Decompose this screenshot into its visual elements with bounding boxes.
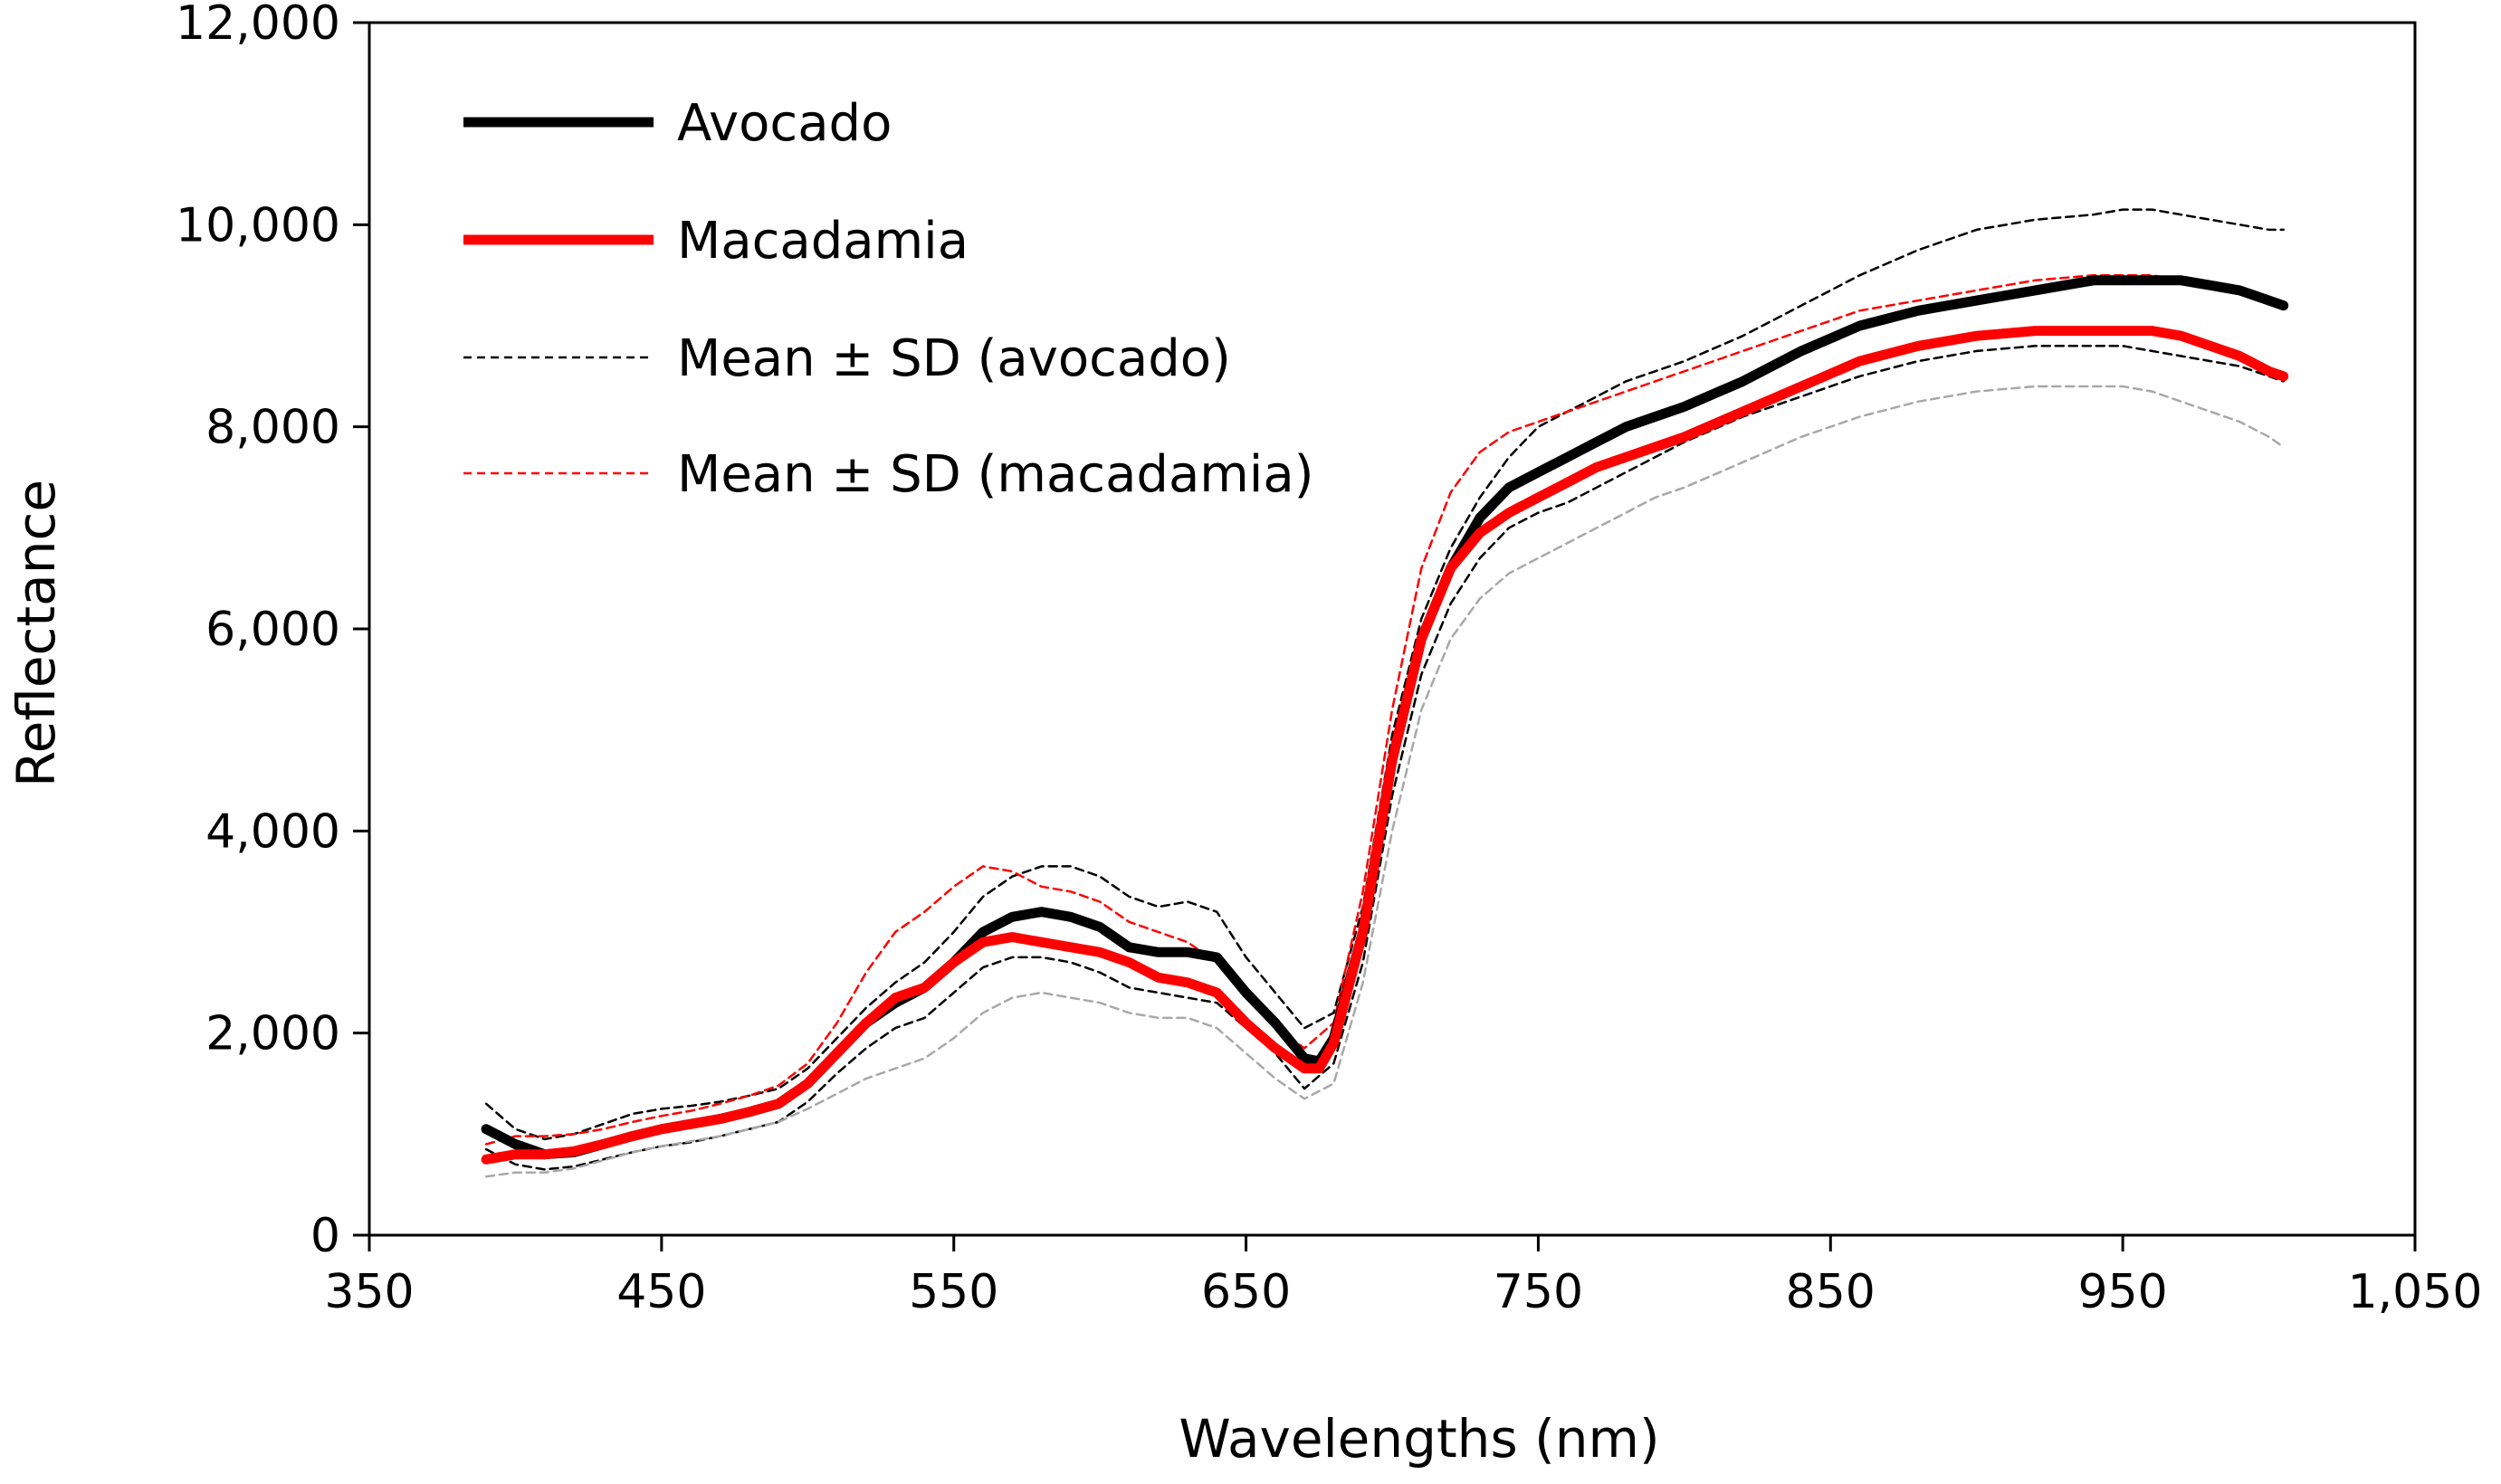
series-line-avocado xyxy=(481,275,2289,1160)
series-line-macadamia xyxy=(481,326,2289,1165)
x-tick-label: 650 xyxy=(1201,1265,1291,1319)
y-tick-label: 10,000 xyxy=(176,198,340,252)
y-tick-label: 0 xyxy=(310,1209,340,1263)
series-layer xyxy=(481,208,2289,1178)
x-axis-title: Wavelengths (nm) xyxy=(1179,1408,1659,1470)
x-tick-label: 450 xyxy=(616,1265,706,1319)
y-tick-label: 12,000 xyxy=(176,0,340,51)
legend-label-macadamia: Macadamia xyxy=(677,212,969,271)
series-line-macadamia-upper xyxy=(484,273,2285,1146)
y-tick-label: 6,000 xyxy=(205,603,340,657)
x-tick-label: 350 xyxy=(324,1265,414,1319)
series-line-macadamia-lower xyxy=(484,385,2285,1178)
legend-label-avocado: Avocado xyxy=(677,94,892,153)
x-tick-label: 850 xyxy=(1786,1265,1876,1319)
x-tick-label: 950 xyxy=(2078,1265,2168,1319)
plot-frame xyxy=(368,21,2417,1237)
y-tick-label: 8,000 xyxy=(205,401,340,455)
x-tick-label: 750 xyxy=(1494,1265,1583,1319)
x-tick-label: 550 xyxy=(909,1265,998,1319)
x-tick-label: 1,050 xyxy=(2348,1265,2483,1319)
legend: Avocado Macadamia Mean ± SD (avocado) Mean … xyxy=(463,94,1314,504)
y-axis: 0 2,000 4,000 6,000 8,000 10,000 12,000 xyxy=(176,0,369,1263)
legend-label-avocado-upper: Mean ± SD (avocado) xyxy=(677,329,1231,388)
y-tick-label: 4,000 xyxy=(205,804,340,859)
y-axis-title: Reflectance xyxy=(5,480,67,787)
legend-label-macadamia-upper: Mean ± SD (macadamia) xyxy=(677,445,1314,504)
x-axis: 350 450 550 650 750 850 950 1,050 xyxy=(324,1235,2482,1319)
y-tick-label: 2,000 xyxy=(205,1007,340,1061)
